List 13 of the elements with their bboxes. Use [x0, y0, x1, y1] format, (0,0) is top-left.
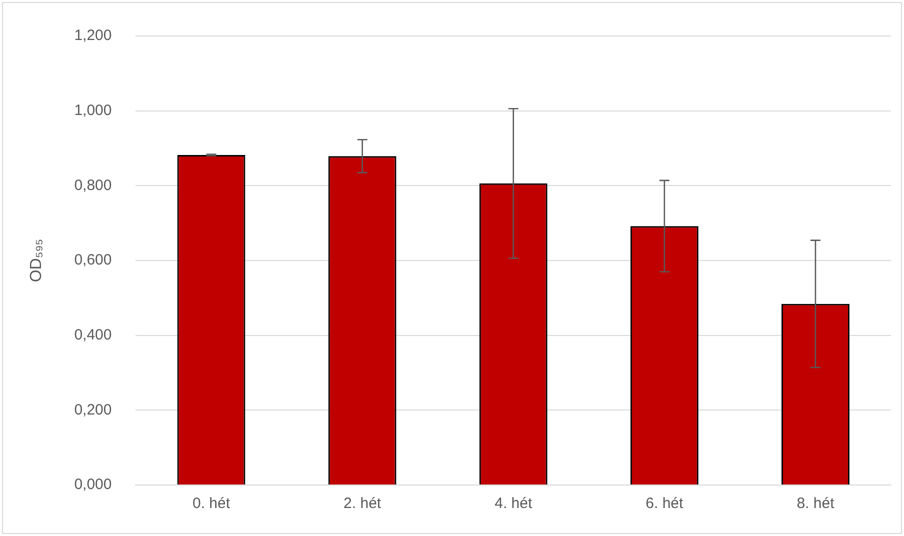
y-tick-label: 0,600: [74, 252, 112, 269]
y-tick-label: 1,000: [74, 102, 112, 119]
y-tick-label: 0,000: [74, 476, 112, 494]
y-axis-title: OD₅₉₅: [28, 238, 46, 282]
x-tick-label: 4. hét: [494, 495, 533, 512]
x-tick-label: 6. hét: [646, 495, 684, 512]
x-tick-label: 0. hét: [192, 495, 231, 512]
y-tick-label: 0,400: [74, 326, 112, 344]
y-tick-label: 0,800: [74, 176, 112, 194]
x-tick-label: 2. hét: [344, 495, 382, 512]
y-tick-label: 1,200: [74, 27, 112, 44]
x-tick-label: 8. hét: [796, 495, 836, 512]
y-tick-label: 0,200: [74, 401, 112, 418]
